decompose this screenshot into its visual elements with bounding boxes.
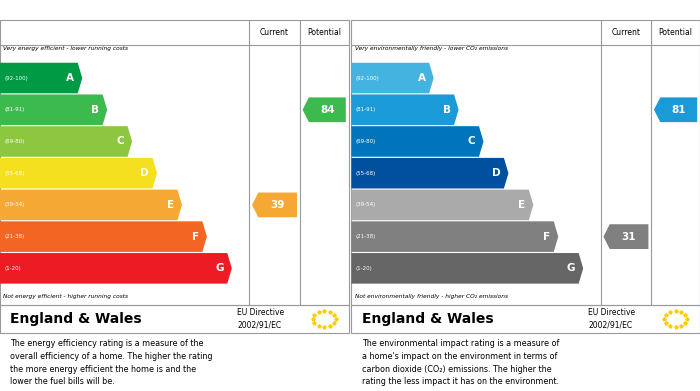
Text: Potential: Potential (307, 28, 341, 37)
Text: G: G (567, 264, 575, 273)
Text: (81-91): (81-91) (4, 107, 25, 112)
Text: F: F (192, 231, 199, 242)
Polygon shape (654, 97, 697, 122)
Text: Very environmentally friendly - lower CO₂ emissions: Very environmentally friendly - lower CO… (355, 46, 508, 51)
Text: Not environmentally friendly - higher CO₂ emissions: Not environmentally friendly - higher CO… (355, 294, 508, 299)
Polygon shape (0, 63, 83, 93)
Text: 81: 81 (671, 105, 686, 115)
Text: (55-68): (55-68) (356, 171, 376, 176)
Text: (21-38): (21-38) (4, 234, 25, 239)
Text: (39-54): (39-54) (4, 203, 25, 207)
Text: (21-38): (21-38) (356, 234, 376, 239)
Polygon shape (603, 224, 648, 249)
Text: C: C (468, 136, 475, 147)
Text: (1-20): (1-20) (356, 266, 372, 271)
Text: Energy Efficiency Rating: Energy Efficiency Rating (5, 4, 168, 17)
Polygon shape (351, 221, 559, 252)
Text: E: E (167, 200, 174, 210)
Text: England & Wales: England & Wales (10, 312, 142, 326)
Polygon shape (351, 190, 533, 220)
Text: Potential: Potential (659, 28, 692, 37)
Text: 31: 31 (622, 231, 636, 242)
Text: The environmental impact rating is a measure of
a home's impact on the environme: The environmental impact rating is a mea… (362, 339, 559, 386)
Text: The energy efficiency rating is a measure of the
overall efficiency of a home. T: The energy efficiency rating is a measur… (10, 339, 213, 386)
Text: E: E (518, 200, 525, 210)
Text: C: C (116, 136, 124, 147)
Polygon shape (302, 97, 346, 122)
Text: England & Wales: England & Wales (362, 312, 494, 326)
Text: Current: Current (611, 28, 640, 37)
Polygon shape (351, 63, 434, 93)
Polygon shape (0, 95, 107, 125)
Text: EU Directive
2002/91/EC: EU Directive 2002/91/EC (237, 308, 284, 330)
Polygon shape (0, 221, 207, 252)
Text: (81-91): (81-91) (356, 107, 376, 112)
Polygon shape (0, 126, 132, 157)
Text: 84: 84 (320, 105, 335, 115)
Text: EU Directive
2002/91/EC: EU Directive 2002/91/EC (589, 308, 636, 330)
Polygon shape (0, 253, 232, 283)
Polygon shape (351, 95, 458, 125)
Text: F: F (543, 231, 550, 242)
Text: A: A (418, 73, 426, 83)
Text: A: A (66, 73, 74, 83)
Text: (69-80): (69-80) (4, 139, 25, 144)
Text: (69-80): (69-80) (356, 139, 376, 144)
Text: (55-68): (55-68) (4, 171, 25, 176)
Text: G: G (216, 264, 224, 273)
Polygon shape (351, 126, 484, 157)
Text: B: B (442, 105, 451, 115)
Text: (92-100): (92-100) (4, 75, 28, 81)
Polygon shape (351, 158, 508, 188)
Text: B: B (91, 105, 99, 115)
Text: (39-54): (39-54) (356, 203, 376, 207)
Text: D: D (141, 168, 149, 178)
Polygon shape (351, 253, 583, 283)
Text: (92-100): (92-100) (356, 75, 379, 81)
Text: Very energy efficient - lower running costs: Very energy efficient - lower running co… (4, 46, 129, 51)
Text: (1-20): (1-20) (4, 266, 21, 271)
Text: Not energy efficient - higher running costs: Not energy efficient - higher running co… (4, 294, 129, 299)
Text: 39: 39 (270, 200, 285, 210)
Polygon shape (0, 190, 182, 220)
Text: Environmental Impact (CO₂) Rating: Environmental Impact (CO₂) Rating (356, 4, 589, 17)
Text: D: D (492, 168, 500, 178)
Polygon shape (252, 192, 297, 217)
Polygon shape (0, 158, 157, 188)
Text: Current: Current (260, 28, 289, 37)
